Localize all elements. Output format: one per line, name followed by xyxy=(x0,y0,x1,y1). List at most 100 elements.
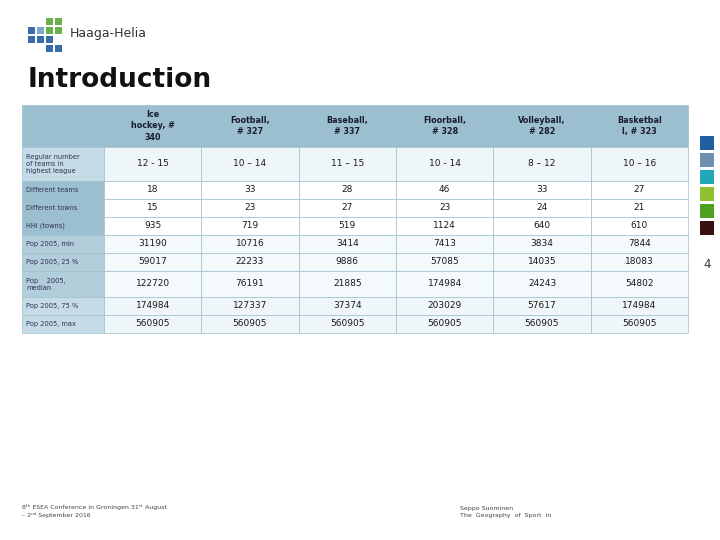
Bar xyxy=(202,253,299,271)
Bar xyxy=(299,217,396,235)
Bar xyxy=(104,105,202,147)
Bar xyxy=(700,221,714,235)
Bar xyxy=(590,271,688,297)
Text: 560905: 560905 xyxy=(330,320,364,328)
Bar xyxy=(46,45,53,52)
Text: 28: 28 xyxy=(342,186,353,194)
Bar xyxy=(700,204,714,218)
Bar xyxy=(202,315,299,333)
Bar xyxy=(202,297,299,315)
Text: 174984: 174984 xyxy=(622,301,657,310)
Text: Haaga-Helia: Haaga-Helia xyxy=(70,26,147,39)
Text: 27: 27 xyxy=(342,204,353,213)
Text: 22233: 22233 xyxy=(236,258,264,267)
Text: 57617: 57617 xyxy=(528,301,557,310)
Bar xyxy=(22,235,104,253)
Text: 7844: 7844 xyxy=(628,240,651,248)
Text: 560905: 560905 xyxy=(428,320,462,328)
Bar xyxy=(202,271,299,297)
Text: 203029: 203029 xyxy=(428,301,462,310)
Bar xyxy=(299,105,396,147)
Bar xyxy=(202,105,299,147)
Text: 21: 21 xyxy=(634,204,645,213)
Bar xyxy=(299,315,396,333)
Bar xyxy=(22,315,104,333)
Bar xyxy=(104,315,202,333)
Text: Football,
# 327: Football, # 327 xyxy=(230,116,270,136)
Bar xyxy=(202,217,299,235)
Bar xyxy=(22,181,104,199)
Text: 7413: 7413 xyxy=(433,240,456,248)
Bar xyxy=(396,297,493,315)
Text: 560905: 560905 xyxy=(135,320,170,328)
Bar xyxy=(55,27,62,34)
Text: Different teams: Different teams xyxy=(26,187,78,193)
Bar xyxy=(700,153,714,167)
Bar xyxy=(396,271,493,297)
Bar xyxy=(104,147,202,181)
Bar xyxy=(299,235,396,253)
Text: 24243: 24243 xyxy=(528,280,556,288)
Text: 14035: 14035 xyxy=(528,258,557,267)
Bar xyxy=(104,253,202,271)
Bar xyxy=(493,105,590,147)
Bar xyxy=(396,147,493,181)
Bar xyxy=(46,36,53,43)
Text: 33: 33 xyxy=(536,186,548,194)
Text: Pop 2005, min: Pop 2005, min xyxy=(26,241,74,247)
Text: Floorball,
# 328: Floorball, # 328 xyxy=(423,116,466,136)
Bar xyxy=(700,187,714,201)
Text: 23: 23 xyxy=(439,204,450,213)
Text: Volleyball,
# 282: Volleyball, # 282 xyxy=(518,116,566,136)
Bar xyxy=(46,27,53,34)
Text: 46: 46 xyxy=(439,186,450,194)
Bar xyxy=(493,297,590,315)
Bar xyxy=(590,217,688,235)
Text: 24: 24 xyxy=(536,204,548,213)
Bar xyxy=(104,297,202,315)
Bar xyxy=(104,271,202,297)
Bar xyxy=(104,235,202,253)
Bar xyxy=(396,235,493,253)
Text: Pop 2005, max: Pop 2005, max xyxy=(26,321,76,327)
Bar xyxy=(202,181,299,199)
Bar xyxy=(37,27,44,34)
Text: 37374: 37374 xyxy=(333,301,361,310)
Bar xyxy=(396,253,493,271)
Bar xyxy=(493,181,590,199)
Bar xyxy=(28,27,35,34)
Text: 23: 23 xyxy=(244,204,256,213)
Bar xyxy=(22,147,104,181)
Bar xyxy=(104,217,202,235)
Text: 8 – 12: 8 – 12 xyxy=(528,159,556,168)
Text: Introduction: Introduction xyxy=(28,67,212,93)
Bar xyxy=(22,199,104,217)
Bar xyxy=(299,181,396,199)
Text: 59017: 59017 xyxy=(138,258,167,267)
Text: 3414: 3414 xyxy=(336,240,359,248)
Bar xyxy=(202,235,299,253)
Text: 12 - 15: 12 - 15 xyxy=(137,159,168,168)
Text: 27: 27 xyxy=(634,186,645,194)
Bar xyxy=(299,271,396,297)
Text: Baseball,
# 337: Baseball, # 337 xyxy=(326,116,368,136)
Text: Seppo Suominen
The  Geography  of  Sport  in: Seppo Suominen The Geography of Sport in xyxy=(460,507,552,518)
Text: 560905: 560905 xyxy=(525,320,559,328)
Bar xyxy=(396,315,493,333)
Bar xyxy=(55,45,62,52)
Bar xyxy=(493,271,590,297)
Bar xyxy=(104,181,202,199)
Bar xyxy=(22,105,104,147)
Bar xyxy=(396,105,493,147)
Bar xyxy=(590,105,688,147)
Text: 4: 4 xyxy=(703,258,711,271)
Text: Ice
hockey, #
340: Ice hockey, # 340 xyxy=(131,110,175,141)
Text: 10 – 14: 10 – 14 xyxy=(233,159,266,168)
Text: 18: 18 xyxy=(147,186,158,194)
Bar xyxy=(396,181,493,199)
Bar xyxy=(22,253,104,271)
Bar xyxy=(396,199,493,217)
Bar xyxy=(299,199,396,217)
Text: HHI (towns): HHI (towns) xyxy=(26,222,65,230)
Bar xyxy=(55,18,62,25)
